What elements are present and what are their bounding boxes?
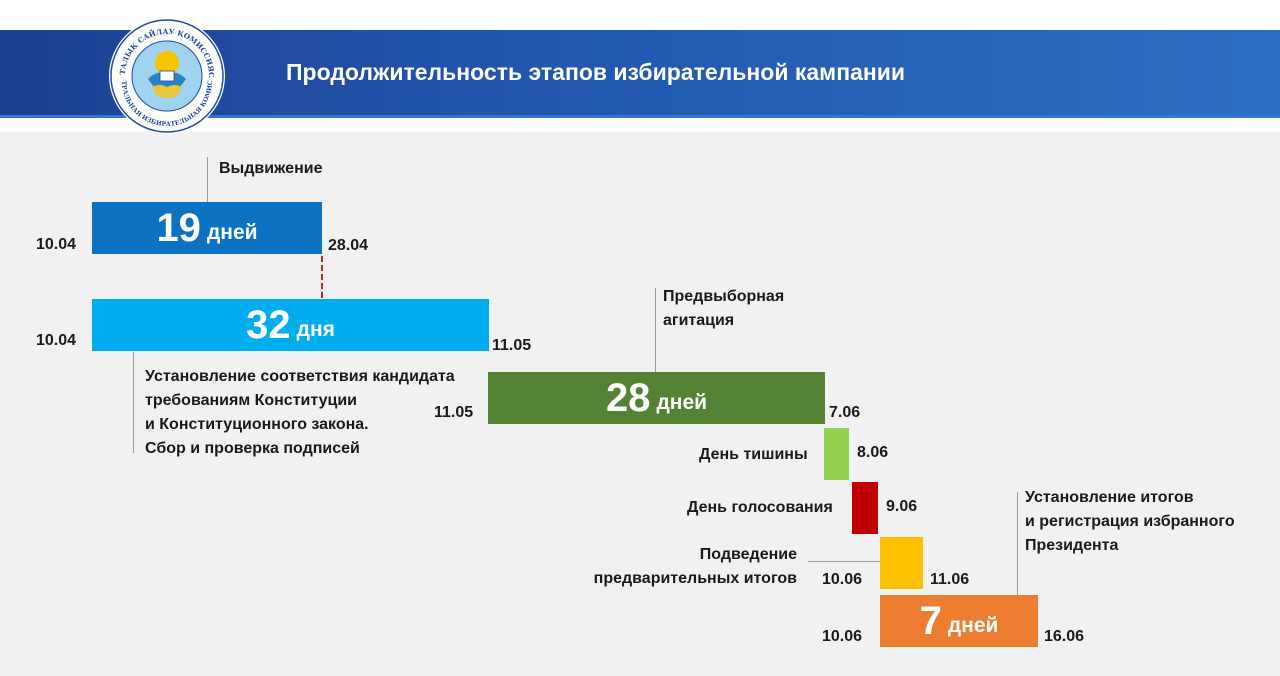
registration-description: Установление соответствия кандидата треб… <box>145 365 455 461</box>
campaign-title-line: Предвыборная <box>663 288 785 305</box>
silence-end-date: 8.06 <box>857 444 889 461</box>
page-title: Продолжительность этапов избирательной к… <box>286 59 906 85</box>
final-title-line: Президента <box>1025 537 1119 554</box>
preliminary-title-line: предварительных итогов <box>593 570 797 587</box>
final-title-line: и регистрация избранного <box>1025 513 1235 530</box>
voting-title: День голосования <box>687 499 833 516</box>
final-end-date: 16.06 <box>1044 628 1085 645</box>
preliminary-bar <box>880 537 923 589</box>
registration-bar: 32 дня <box>92 299 489 351</box>
header-bottom-stripe <box>0 118 1280 132</box>
preliminary-start-date: 10.06 <box>822 571 863 588</box>
campaign-bar: 28 дней <box>488 372 825 424</box>
campaign-title-line: агитация <box>663 312 735 329</box>
registration-unit: дня <box>296 318 335 341</box>
nomination-days: 19 <box>156 206 201 250</box>
registration-description-line: и Конституционного закона. <box>145 416 369 433</box>
nomination-leader-line <box>207 157 208 202</box>
registration-leader-line <box>133 352 134 453</box>
campaign-leader-line <box>655 288 656 372</box>
nomination-unit: дней <box>206 221 258 244</box>
campaign-end-date: 7.06 <box>829 404 861 421</box>
header-accent-line <box>0 115 1280 119</box>
preliminary-end-date: 11.06 <box>930 571 970 588</box>
campaign-start-date: 11.05 <box>434 404 474 421</box>
final-days: 7 <box>919 599 942 643</box>
top-band <box>0 0 1280 30</box>
registration-end-date: 11.05 <box>492 337 532 354</box>
nomination-title: Выдвижение <box>219 160 323 177</box>
registration-description-line: Установление соответствия кандидата <box>145 368 455 385</box>
final-start-date: 10.06 <box>822 628 863 645</box>
registration-start-date: 10.04 <box>36 332 77 349</box>
nomination-start-date: 10.04 <box>36 236 77 253</box>
campaign-unit: дней <box>656 391 708 414</box>
silence-title: День тишины <box>699 446 808 463</box>
campaign-title: Предвыборная агитация <box>663 285 784 333</box>
nomination-dashed-connector <box>321 256 323 298</box>
silence-bar <box>824 428 849 480</box>
cec-emblem-logo: ОРТАЛЫҚ САЙЛАУ КОМИССИЯСЫ ЦЕНТРАЛЬНАЯ ИЗ… <box>108 17 225 134</box>
preliminary-title-line: Подведение <box>699 546 797 563</box>
campaign-days: 28 <box>605 376 651 420</box>
final-bar: 7 дней <box>880 595 1038 647</box>
voting-bar <box>852 482 878 534</box>
nomination-end-date: 28.04 <box>328 237 369 254</box>
preliminary-title: Подведение предварительных итогов <box>589 543 797 591</box>
final-title: Установление итогов и регистрация избран… <box>1025 486 1235 558</box>
registration-description-line: Сбор и проверка подписей <box>145 440 360 457</box>
final-title-line: Установление итогов <box>1025 489 1194 506</box>
voting-end-date: 9.06 <box>886 498 918 515</box>
registration-description-line: требованиям Конституции <box>145 392 358 409</box>
registration-days: 32 <box>246 303 291 347</box>
final-unit: дней <box>947 614 999 637</box>
preliminary-leader-line <box>808 561 880 562</box>
nomination-bar: 19 дней <box>92 202 322 254</box>
final-leader-line <box>1017 492 1018 595</box>
